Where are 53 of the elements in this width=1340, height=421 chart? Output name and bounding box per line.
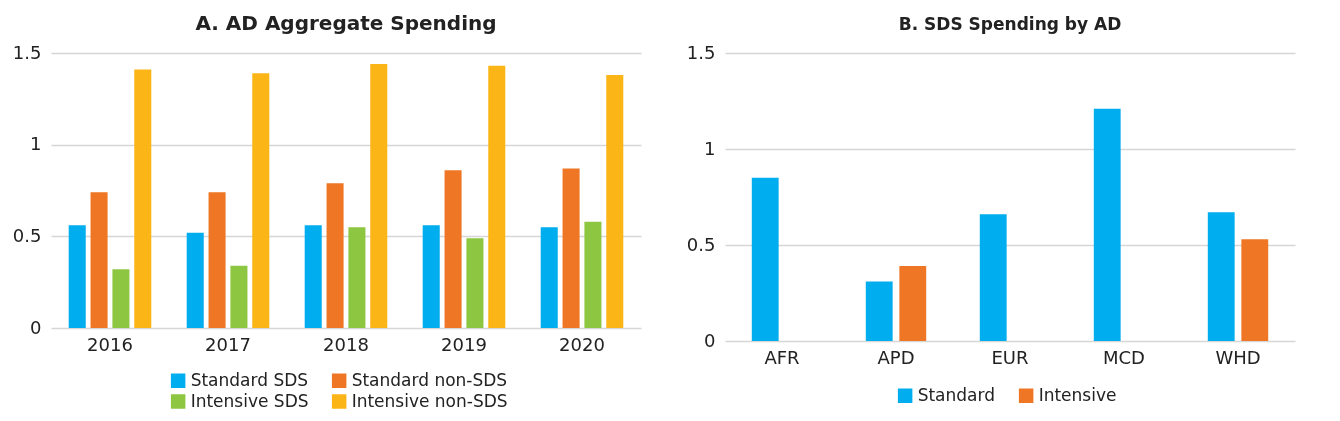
y-tick-label: 1 [30,133,42,155]
bar [304,225,322,328]
bar [1093,108,1121,341]
y-tick-label: 1.5 [12,41,42,63]
bar [606,75,624,328]
bar [186,232,204,328]
bar [326,183,344,328]
bar [1207,212,1235,341]
bar [979,214,1007,341]
bar [370,64,388,328]
x-tick-label: 2020 [559,333,605,355]
y-tick-label: 0 [704,329,716,351]
bar [584,221,602,328]
bar [68,225,86,328]
bar [112,269,130,328]
legend-label: Standard SDS [190,369,309,390]
legend-label: Intensive SDS [190,390,309,411]
bar [562,168,580,328]
bar [466,238,484,328]
bar [865,281,893,341]
x-tick-label: MCD [1103,346,1145,368]
bar [1241,239,1269,341]
x-tick-label: AFR [764,346,800,368]
bar [444,170,462,328]
x-tick-label: 2019 [441,333,487,355]
x-tick-label: APD [877,346,915,368]
legend-label: Standard non-SDS [351,369,508,390]
chart-title: A. AD Aggregate Spending [195,11,497,35]
legend-label: Intensive non-SDS [351,390,508,411]
x-tick-label: 2018 [323,333,369,355]
bar [134,69,152,328]
bar [540,227,558,328]
bar [751,177,779,341]
bar [208,192,226,328]
y-tick-label: 1.5 [686,41,716,63]
bar [230,265,248,328]
bar [252,73,270,328]
y-tick-label: 0.5 [686,233,716,255]
bar [899,266,927,341]
legend-label: Intensive [1038,384,1117,405]
x-tick-label: WHD [1215,346,1261,368]
chart-title: B. SDS Spending by AD [898,14,1122,34]
x-tick-label: EUR [991,346,1029,368]
y-tick-label: 1 [704,137,716,159]
x-tick-label: 2017 [205,333,251,355]
bar [488,65,506,328]
bar [90,192,108,328]
y-tick-label: 0.5 [12,224,42,246]
y-tick-label: 0 [30,316,42,338]
bar [422,225,440,328]
x-tick-label: 2016 [87,333,133,355]
bar [348,227,366,328]
legend-label: Standard [917,384,995,405]
